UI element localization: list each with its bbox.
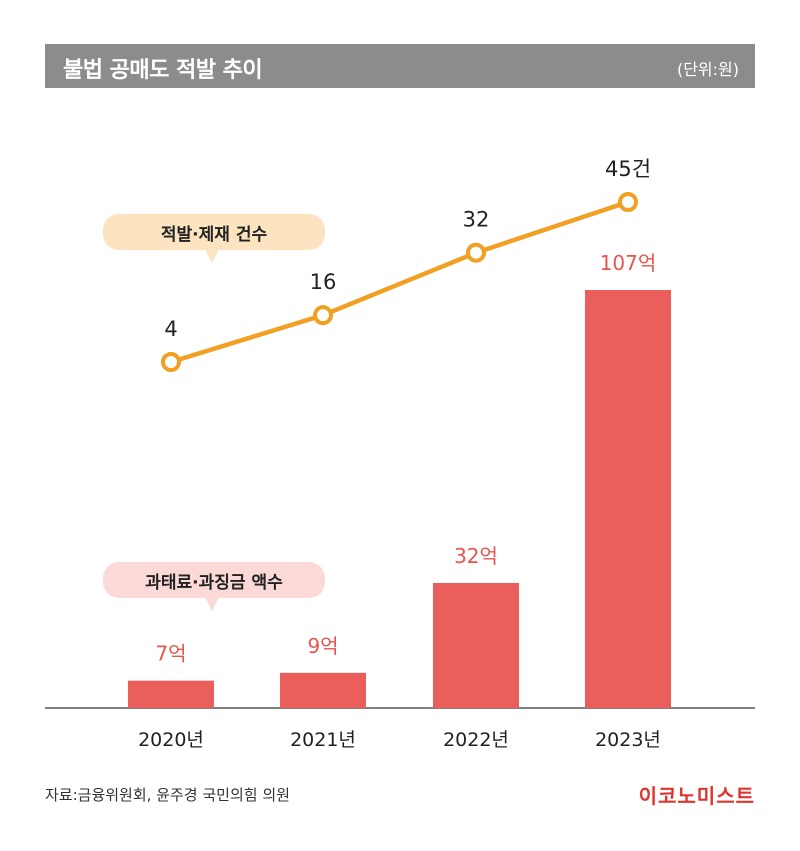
x-tick-label-1: 2021년 <box>290 729 356 751</box>
line-value-label-0: 4 <box>164 317 177 341</box>
line-value-label-3: 45건 <box>605 157 651 181</box>
unit-label: (단위:원) <box>676 60 739 79</box>
line-series-callout-text: 적발·제재 건수 <box>160 224 268 245</box>
line-series-path <box>170 199 629 365</box>
bar-series-callout: 과태료·과징금 액수 <box>103 562 325 611</box>
line-value-label-1: 16 <box>310 270 337 294</box>
x-tick-label-2: 2022년 <box>443 729 509 751</box>
bar-3 <box>585 290 671 708</box>
source-note: 자료:금융위원회, 윤주경 국민의힘 의원 <box>45 786 290 804</box>
line-point-1 <box>313 305 333 326</box>
bar-value-label-2: 32억 <box>454 544 498 568</box>
x-tick-label-3: 2023년 <box>595 729 661 751</box>
line-point-2 <box>466 242 486 263</box>
bar-value-label-3: 107억 <box>600 251 657 275</box>
bar-value-label-1: 9억 <box>307 634 338 658</box>
title-bar: 불법 공매도 적발 추이 (단위:원) <box>45 44 755 88</box>
bar-series-callout-text: 과태료·과징금 액수 <box>145 572 283 593</box>
line-value-label-2: 32 <box>463 208 490 232</box>
bar-1 <box>280 672 366 708</box>
bar-value-label-0: 7억 <box>155 642 186 666</box>
bar-2 <box>433 582 519 708</box>
line-point-3 <box>618 192 638 212</box>
line-series-callout: 적발·제재 건수 <box>103 214 325 263</box>
chart-title: 불법 공매도 적발 추이 <box>63 58 263 83</box>
publisher-logo: 이코노미스트 <box>638 784 755 808</box>
x-tick-label-0: 2020년 <box>138 729 204 751</box>
bar-0 <box>128 680 214 708</box>
line-point-0 <box>161 352 181 372</box>
